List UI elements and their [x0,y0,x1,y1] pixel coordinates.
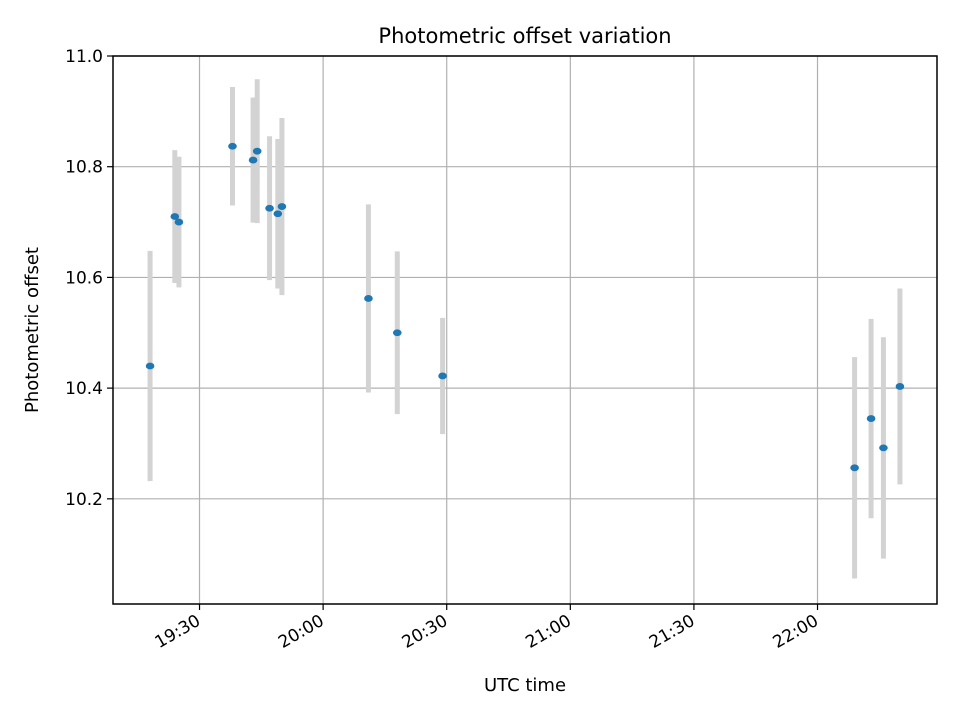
y-tick-label: 10.2 [65,490,103,510]
data-point [866,415,876,422]
data-point [248,156,258,164]
y-tick-label: 10.8 [65,158,103,178]
y-tick-label: 10.4 [65,379,103,399]
data-point [392,329,402,337]
data-point [170,213,180,220]
data-point [438,372,447,380]
data-point [174,218,184,226]
data-point [228,142,237,150]
data-point [850,464,859,472]
data-point [277,203,287,210]
data-point [145,362,155,370]
y-tick-label: 10.6 [65,268,103,288]
plot-frame [112,55,938,605]
data-point [879,444,888,452]
chart-title: Photometric offset variation [378,24,671,48]
x-axis-title: UTC time [484,675,566,696]
data-point [895,383,905,390]
point-layer [145,142,905,472]
y-tick-label: 11.0 [65,47,103,67]
data-point [273,210,283,218]
data-point [265,204,274,212]
data-point [252,147,262,155]
y-axis-title: Photometric offset [22,247,43,413]
data-point [364,295,373,302]
